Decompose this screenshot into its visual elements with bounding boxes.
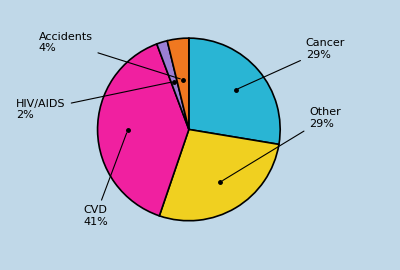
Text: Other
29%: Other 29%: [223, 107, 341, 181]
Wedge shape: [189, 38, 280, 144]
Wedge shape: [157, 41, 189, 129]
Text: CVD
41%: CVD 41%: [83, 133, 127, 227]
Wedge shape: [159, 129, 279, 221]
Text: Cancer
29%: Cancer 29%: [238, 38, 345, 89]
Wedge shape: [98, 44, 189, 216]
Wedge shape: [167, 38, 189, 129]
Text: HIV/AIDS
2%: HIV/AIDS 2%: [16, 82, 171, 120]
Text: Accidents
4%: Accidents 4%: [38, 32, 180, 79]
